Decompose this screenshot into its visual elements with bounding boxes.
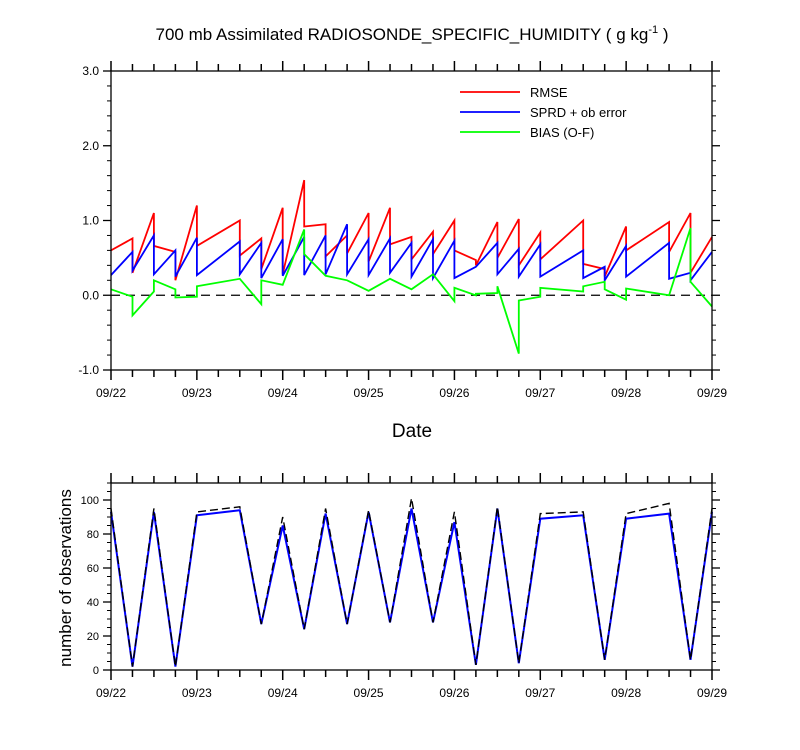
- x-tick-label: 09/24: [268, 686, 298, 700]
- x-tick-label: 09/27: [525, 686, 555, 700]
- x-tick-label: 09/29: [697, 686, 727, 700]
- x-tick-label: 09/29: [697, 386, 727, 400]
- x-tick-label: 09/28: [611, 386, 641, 400]
- x-tick-label: 09/25: [354, 686, 384, 700]
- legend-label-rmse: RMSE: [530, 85, 568, 100]
- x-tick-label: 09/24: [268, 386, 298, 400]
- x-axis-label: Date: [392, 421, 432, 442]
- x-tick-label: 09/28: [611, 686, 641, 700]
- observation-count-panel: 09/22 09/23 09/24 09/25 09/26 09/27 09/28 09/29…: [81, 473, 727, 700]
- x-tick-label: 09/26: [439, 686, 469, 700]
- x-tick-label: 09/26: [439, 386, 469, 400]
- observation-count-plot-area: [110, 498, 713, 667]
- legend: RMSE SPRD + ob error BIAS (O-F): [460, 85, 627, 140]
- series-line-bias: [110, 227, 713, 354]
- y-tick-label: 3.0: [82, 64, 99, 78]
- observation-count-axes: 09/22 09/23 09/24 09/25 09/26 09/27 09/28 09/29…: [81, 473, 727, 700]
- error-stats-panel: 09/22 09/23 09/24 09/25 09/26 09/27 09/28 09/29…: [78, 61, 727, 400]
- x-tick-label: 09/25: [354, 386, 384, 400]
- legend-label-sprd: SPRD + ob error: [530, 105, 627, 120]
- x-tick-label: 09/22: [96, 686, 126, 700]
- x-tick-label: 09/23: [182, 386, 212, 400]
- series-line-obs_used: [110, 508, 713, 667]
- error-stats-axes: 09/22 09/23 09/24 09/25 09/26 09/27 09/28 09/29…: [78, 61, 727, 400]
- title-superscript: -1: [648, 24, 658, 36]
- y-tick-label: 0: [93, 665, 99, 677]
- title-main: 700 mb Assimilated RADIOSONDE_SPECIFIC_H…: [156, 25, 649, 44]
- y-tick-label: 100: [81, 495, 99, 507]
- series-line-obs_possible: [110, 498, 713, 667]
- y-tick-label: 80: [87, 529, 99, 541]
- chart-title: 700 mb Assimilated RADIOSONDE_SPECIFIC_H…: [156, 24, 669, 44]
- x-tick-label: 09/22: [96, 386, 126, 400]
- y-tick-label: 2.0: [82, 139, 99, 153]
- x-tick-label: 09/27: [525, 386, 555, 400]
- y-tick-label: 20: [87, 631, 99, 643]
- x-tick-label: 09/23: [182, 686, 212, 700]
- y-axis-label-observations: number of observations: [56, 489, 75, 667]
- y-tick-label: 40: [87, 597, 99, 609]
- y-tick-label: -1.0: [78, 363, 99, 377]
- error-stats-plot-area: [110, 179, 713, 354]
- y-tick-label: 60: [87, 563, 99, 575]
- y-tick-label: 0.0: [82, 288, 99, 302]
- legend-label-bias: BIAS (O-F): [530, 125, 594, 140]
- y-tick-label: 1.0: [82, 214, 99, 228]
- series-line-sprd: [110, 223, 713, 284]
- title-end: ): [658, 25, 668, 44]
